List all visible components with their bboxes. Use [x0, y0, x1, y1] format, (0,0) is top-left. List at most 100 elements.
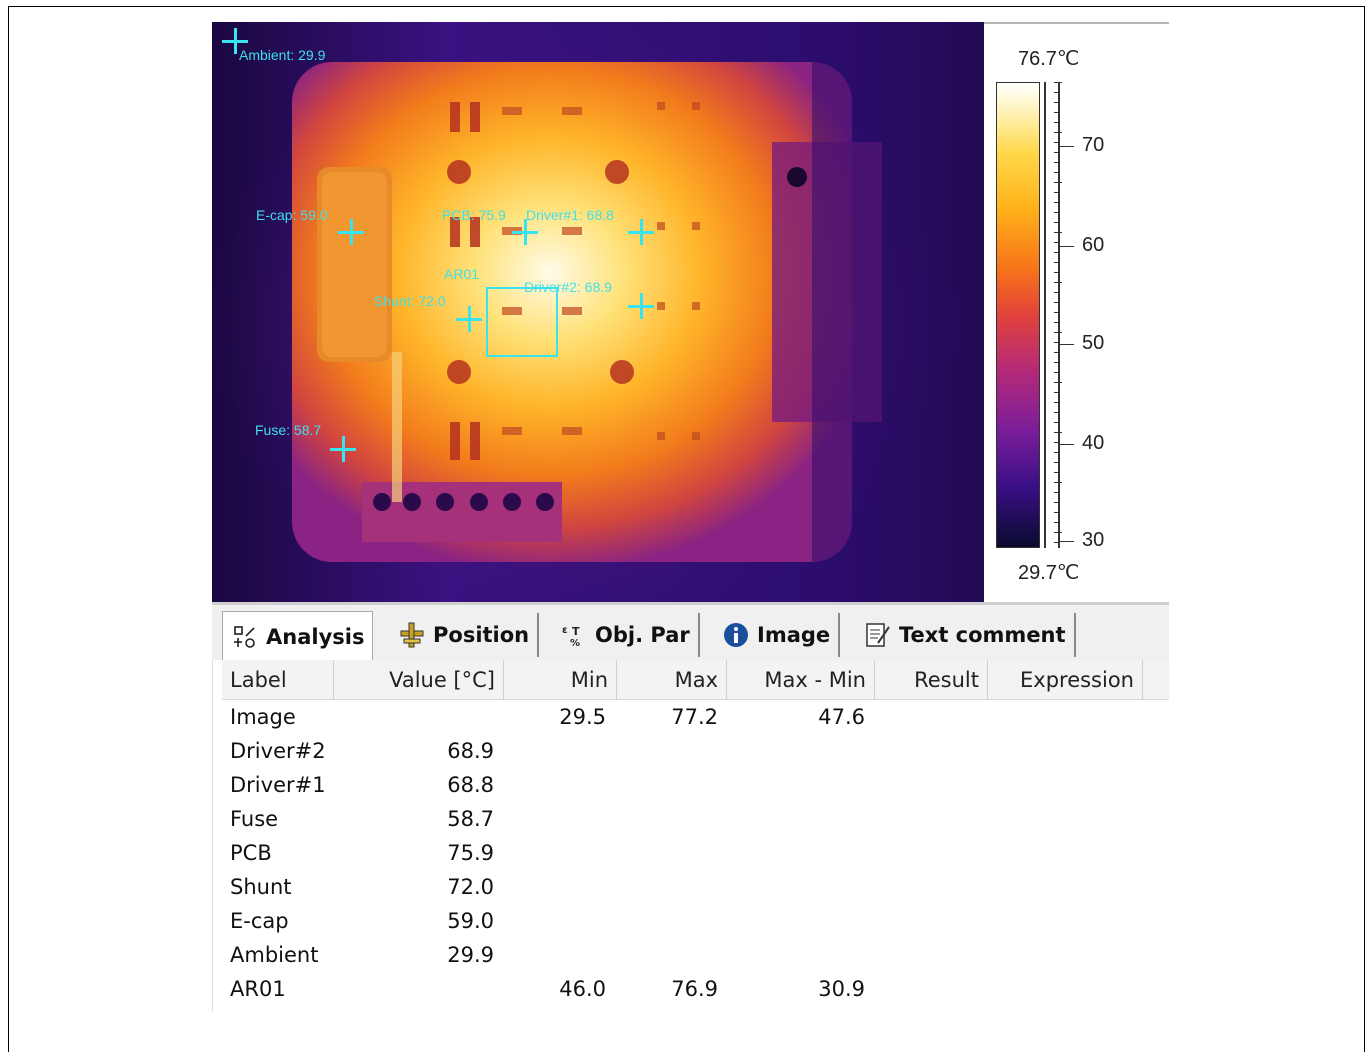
thermal-image[interactable]: Ambient: 29.9 E-cap: 59.0 PCB: 75.9 Driv… — [212, 22, 984, 602]
tab-obj-par[interactable]: ε T% Obj. Par — [552, 613, 700, 657]
column-header-min[interactable]: Min — [504, 660, 617, 700]
tab-position-label: Position — [433, 623, 530, 647]
column-header-max-min[interactable]: Max - Min — [727, 660, 875, 700]
cell-min — [504, 938, 606, 972]
cell-max — [617, 768, 718, 802]
tab-analysis-label: Analysis — [266, 624, 365, 649]
scale-minor-tick — [1054, 122, 1059, 123]
scale-minor-tick — [1054, 272, 1059, 273]
tab-position[interactable]: Position — [390, 613, 540, 657]
scale-minor-tick — [1054, 412, 1059, 413]
scale-minor-tick — [1054, 352, 1059, 353]
scale-minor-tick — [1054, 292, 1059, 293]
analysis-icon — [231, 623, 259, 651]
scale-tick-label-30: 30 — [1082, 529, 1105, 551]
marker-ecap-label: E-cap: 59.0 — [256, 207, 328, 223]
scale-minor-tick — [1054, 542, 1059, 543]
table-row[interactable]: Driver#2 68.9 — [222, 734, 1169, 768]
column-header-label[interactable]: Label — [222, 660, 334, 700]
table-row[interactable]: AR01 46.0 76.9 30.9 — [222, 972, 1169, 1006]
cell-value: 59.0 — [447, 909, 494, 933]
scale-minor-tick — [1054, 392, 1059, 393]
scale-minor-tick — [1054, 342, 1059, 343]
table-row[interactable]: PCB 75.9 — [222, 836, 1169, 870]
cell-max: 77.2 — [671, 705, 718, 729]
tab-bar: Analysis Position ε T% Obj. Par Image Tex… — [212, 602, 1169, 661]
cell-max — [617, 836, 718, 870]
scale-minor-tick — [1054, 382, 1062, 383]
cell-max — [617, 802, 718, 836]
scale-minor-tick — [1054, 402, 1059, 403]
cell-max — [617, 938, 718, 972]
cell-value: 75.9 — [447, 841, 494, 865]
scale-minor-tick — [1054, 332, 1062, 333]
scale-minor-tick — [1054, 242, 1059, 243]
scale-minor-tick — [1054, 442, 1059, 443]
marker-shunt-crosshair[interactable] — [456, 306, 482, 332]
cell-min — [504, 836, 606, 870]
scale-minor-tick — [1054, 202, 1059, 203]
cell-label: E-cap — [230, 909, 289, 933]
table-row[interactable]: Image 29.5 77.2 47.6 — [222, 700, 1169, 734]
object-parameters-icon: ε T% — [560, 621, 588, 649]
column-header-max[interactable]: Max — [617, 660, 727, 700]
scale-minor-tick — [1054, 502, 1059, 503]
cell-min — [504, 870, 606, 904]
cell-value — [334, 972, 494, 1006]
scale-minor-tick — [1054, 142, 1059, 143]
scale-minor-tick — [1054, 492, 1059, 493]
scale-minor-tick — [1054, 522, 1059, 523]
cell-max — [617, 904, 718, 938]
info-icon — [722, 621, 750, 649]
table-row[interactable]: E-cap 59.0 — [222, 904, 1169, 938]
cell-min: 46.0 — [559, 977, 606, 1001]
cell-label: Driver#2 — [230, 739, 326, 763]
scale-tick-50 — [1060, 344, 1074, 345]
roi-label: AR01 — [444, 266, 480, 282]
roi-box[interactable] — [486, 287, 558, 357]
cell-diff: 47.6 — [818, 705, 865, 729]
table-row[interactable]: Driver#1 68.8 — [222, 768, 1169, 802]
scale-minor-tick — [1054, 532, 1062, 533]
marker-driver2-crosshair[interactable] — [628, 293, 654, 319]
tab-analysis[interactable]: Analysis — [222, 611, 374, 661]
table-row[interactable]: Shunt 72.0 — [222, 870, 1169, 904]
svg-text:ε: ε — [562, 625, 568, 636]
scale-ruler — [1044, 82, 1062, 548]
scale-minor-tick — [1054, 192, 1059, 193]
svg-text:%: % — [570, 638, 580, 649]
marker-ecap-crosshair[interactable] — [338, 219, 364, 245]
tab-text-comment[interactable]: Text comment — [856, 613, 1076, 657]
scale-minor-tick — [1054, 312, 1059, 313]
cell-min — [504, 904, 606, 938]
position-icon — [398, 621, 426, 649]
table-row[interactable]: Ambient 29.9 — [222, 938, 1169, 972]
svg-text:T: T — [572, 625, 580, 638]
cell-label: Ambient — [230, 943, 319, 967]
marker-driver1-crosshair[interactable] — [628, 219, 654, 245]
cell-min — [504, 802, 606, 836]
marker-fuse-crosshair[interactable] — [330, 436, 356, 462]
scale-minor-tick — [1054, 322, 1059, 323]
tab-image[interactable]: Image — [714, 613, 841, 657]
scale-minor-tick — [1054, 132, 1062, 133]
marker-pcb-crosshair[interactable] — [512, 219, 538, 245]
marker-ambient-crosshair[interactable] — [222, 28, 248, 54]
scale-minor-tick — [1054, 432, 1062, 433]
cell-min: 29.5 — [559, 705, 606, 729]
cell-max — [617, 734, 718, 768]
tab-text-comment-label: Text comment — [899, 623, 1066, 647]
scale-minor-tick — [1054, 482, 1062, 483]
column-header-value[interactable]: Value [°C] — [334, 660, 504, 700]
cell-value: 58.7 — [447, 807, 494, 831]
table-row[interactable]: Fuse 58.7 — [222, 802, 1169, 836]
column-header-result[interactable]: Result — [875, 660, 988, 700]
scale-minor-tick — [1054, 212, 1059, 213]
column-header-expression[interactable]: Expression — [988, 660, 1143, 700]
scale-tick-label-70: 70 — [1082, 134, 1105, 156]
cell-diff: 30.9 — [818, 977, 865, 1001]
cell-value: 29.9 — [447, 943, 494, 967]
cell-min — [504, 768, 606, 802]
marker-pcb-label: PCB: 75.9 — [442, 207, 506, 223]
thermal-heatmap — [212, 22, 984, 602]
